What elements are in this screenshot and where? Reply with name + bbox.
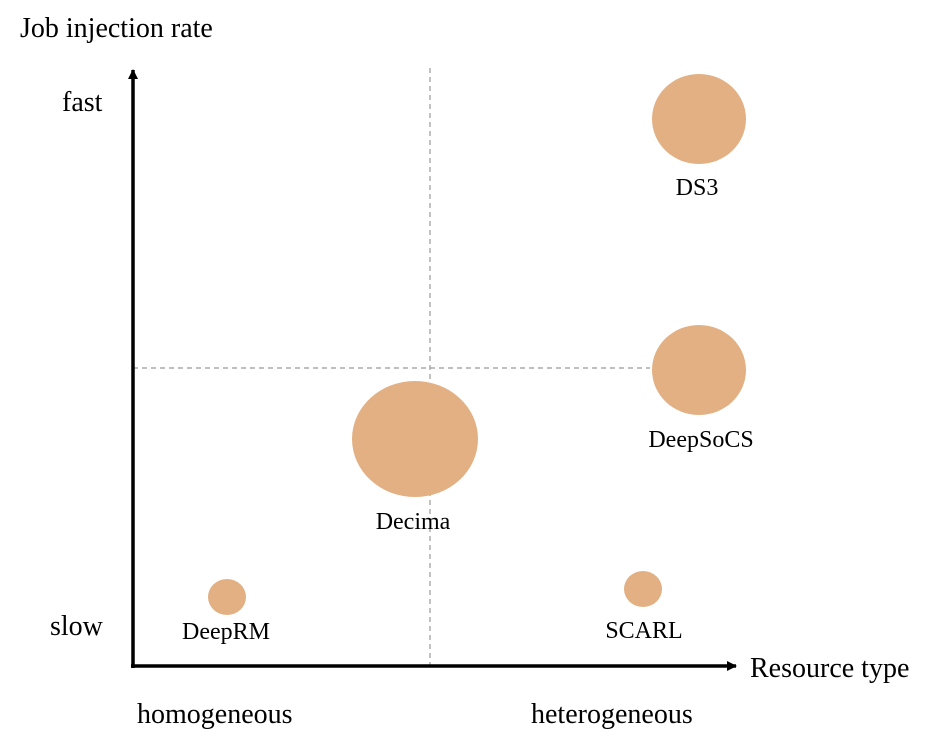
bubble-ds3-circle — [652, 74, 746, 164]
bubble-deepsocs: DeepSoCS — [648, 325, 754, 453]
x-tick-heterogeneous: heterogeneous — [531, 699, 693, 730]
bubble-deepsocs-circle — [652, 325, 746, 415]
bubble-scarl-label: SCARL — [605, 618, 682, 644]
y-tick-slow: slow — [50, 611, 104, 642]
bubble-decima-circle — [352, 381, 478, 497]
bubble-decima: Decima — [352, 381, 478, 535]
x-axis-title: Resource type — [750, 653, 909, 684]
bubble-deeprm-circle — [208, 579, 246, 615]
bubble-deepsocs-label: DeepSoCS — [648, 427, 753, 453]
y-axis-title: Job injection rate — [20, 13, 213, 44]
bubble-decima-label: Decima — [376, 509, 451, 535]
bubble-deeprm: DeepRM — [182, 579, 270, 645]
x-tick-homogeneous: homogeneous — [137, 699, 293, 730]
y-tick-fast: fast — [62, 87, 103, 118]
bubble-deeprm-label: DeepRM — [182, 619, 270, 645]
bubble-scarl: SCARL — [605, 571, 683, 644]
bubble-ds3: DS3 — [652, 74, 746, 201]
bubble-ds3-label: DS3 — [676, 175, 719, 201]
bubble-scarl-circle — [624, 571, 662, 607]
